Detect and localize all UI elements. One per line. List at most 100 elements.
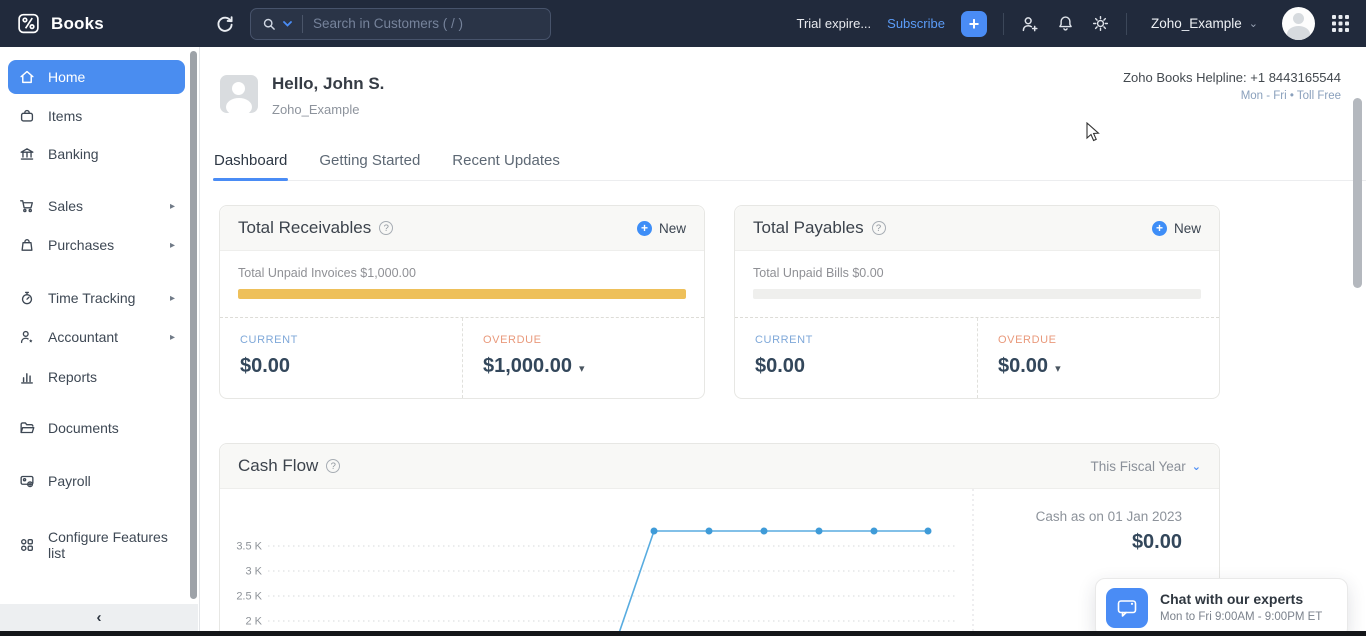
sidebar-scrollbar[interactable]	[190, 51, 197, 599]
sidebar: Home Items Banking Sales ▸ Purchases ▸	[0, 47, 200, 636]
sidebar-collapse-button[interactable]: ‹	[0, 604, 198, 631]
chevron-right-icon: ▸	[169, 239, 175, 251]
payables-overdue-value[interactable]: $0.00 ▾	[998, 355, 1061, 377]
global-search[interactable]	[249, 7, 551, 40]
search-scope-chevron-icon[interactable]	[283, 20, 292, 27]
configure-icon	[18, 536, 36, 554]
sidebar-item-reports[interactable]: Reports	[8, 360, 185, 394]
sidebar-item-configure-features[interactable]: Configure Features list	[8, 528, 185, 562]
sidebar-item-label: Time Tracking	[48, 290, 136, 306]
topbar: Books Trial expire... Subscribe +	[0, 0, 1366, 47]
sidebar-item-items[interactable]: Items	[8, 99, 185, 133]
caret-down-icon[interactable]: ▾	[578, 363, 585, 375]
help-icon[interactable]: ?	[871, 221, 886, 235]
sidebar-item-sales[interactable]: Sales ▸	[8, 189, 185, 223]
org-selector[interactable]: Zoho_Example ⌄	[1151, 16, 1258, 31]
payables-new-button[interactable]: + New	[1151, 220, 1201, 236]
cash-flow-line-chart: 3.5 K 3 K 2.5 K 2 K	[236, 489, 974, 636]
receivables-title: Total Receivables	[238, 218, 372, 237]
sidebar-item-purchases[interactable]: Purchases ▸	[8, 228, 185, 262]
chat-hours: Mon to Fri 9:00AM - 9:00PM ET	[1160, 611, 1323, 623]
quick-create-button[interactable]: +	[960, 10, 987, 37]
search-input[interactable]	[312, 16, 540, 31]
plus-circle-icon: +	[1151, 220, 1167, 236]
cash-as-on-label: Cash as on 01 Jan 2023	[1035, 509, 1182, 524]
sidebar-item-home[interactable]: Home	[8, 60, 185, 94]
refer-user-icon[interactable]	[1020, 14, 1040, 34]
sidebar-item-time-tracking[interactable]: Time Tracking ▸	[8, 281, 185, 315]
dashboard-tabs: Dashboard Getting Started Recent Updates	[213, 142, 1366, 181]
tab-recent-updates[interactable]: Recent Updates	[452, 152, 560, 169]
sidebar-item-label: Payroll	[48, 473, 91, 489]
sidebar-item-banking[interactable]: Banking	[8, 137, 185, 171]
help-icon[interactable]: ?	[326, 459, 341, 473]
items-icon	[18, 107, 36, 125]
tab-dashboard[interactable]: Dashboard	[213, 142, 289, 181]
plus-icon: +	[968, 13, 980, 34]
topbar-divider	[1125, 12, 1127, 35]
purchases-icon	[18, 236, 36, 254]
receivables-overdue-label: OVERDUE	[483, 334, 542, 346]
sidebar-item-documents[interactable]: Documents	[8, 411, 185, 445]
main-content: Hello, John S. Zoho_Example Zoho Books H…	[200, 47, 1366, 636]
payables-title: Total Payables	[753, 218, 864, 237]
sidebar-item-label: Sales	[48, 198, 84, 214]
receivables-overdue-value[interactable]: $1,000.00 ▾	[483, 355, 585, 377]
fiscal-year-dropdown[interactable]: This Fiscal Year ⌄	[1090, 459, 1201, 474]
banking-icon	[18, 145, 36, 163]
settings-gear-icon[interactable]	[1091, 14, 1110, 33]
sidebar-item-label: Home	[48, 69, 86, 85]
total-receivables-card: Total Receivables ? + New Total Unpaid I…	[219, 205, 705, 399]
main-scrollbar[interactable]	[1353, 98, 1362, 288]
sidebar-item-label: Documents	[48, 420, 119, 436]
svg-text:3.5 K: 3.5 K	[236, 541, 262, 553]
receivables-summary: Total Unpaid Invoices $1,000.00	[238, 266, 416, 280]
receivables-current-label: CURRENT	[240, 334, 298, 346]
accountant-icon	[18, 328, 36, 346]
notifications-bell-icon[interactable]	[1056, 14, 1075, 33]
sidebar-item-accountant[interactable]: Accountant ▸	[8, 320, 185, 354]
sidebar-item-payroll[interactable]: Payroll	[8, 464, 185, 498]
greeting-org: Zoho_Example	[272, 102, 360, 117]
help-icon[interactable]: ?	[379, 221, 394, 235]
chat-title: Chat with our experts	[1160, 591, 1304, 607]
chat-widget[interactable]: Chat with our experts Mon to Fri 9:00AM …	[1095, 578, 1348, 636]
sidebar-item-label: Purchases	[48, 237, 115, 253]
svg-text:2.5 K: 2.5 K	[236, 591, 262, 603]
payroll-icon	[18, 472, 36, 490]
cashflow-title: Cash Flow	[238, 456, 319, 475]
chat-bubble-icon	[1106, 588, 1148, 628]
svg-text:3 K: 3 K	[245, 566, 262, 578]
search-divider	[301, 14, 303, 33]
sidebar-item-label: Banking	[48, 146, 99, 162]
receivables-new-button[interactable]: + New	[636, 220, 686, 236]
greeting-text: Hello, John S.	[272, 74, 385, 93]
chevron-down-icon: ⌄	[1191, 460, 1201, 473]
sidebar-item-label: Configure Features list	[48, 529, 168, 561]
search-icon	[261, 16, 277, 32]
sidebar-item-label: Items	[48, 108, 83, 124]
new-button-label: New	[658, 220, 686, 236]
apps-grid-icon[interactable]	[1331, 14, 1350, 33]
tab-getting-started[interactable]: Getting Started	[319, 152, 421, 169]
payables-summary: Total Unpaid Bills $0.00	[753, 266, 884, 280]
svg-text:2 K: 2 K	[245, 616, 262, 628]
helpline-hours: Mon - Fri • Toll Free	[1240, 90, 1341, 102]
user-avatar[interactable]	[1282, 7, 1315, 40]
chevron-right-icon: ▸	[169, 200, 175, 212]
payables-overdue-label: OVERDUE	[998, 334, 1057, 346]
chevron-right-icon: ▸	[169, 292, 175, 304]
total-payables-card: Total Payables ? + New Total Unpaid Bill…	[734, 205, 1220, 399]
payables-current-label: CURRENT	[755, 334, 813, 346]
brand-logo[interactable]: Books	[16, 11, 104, 36]
helpline-text: Zoho Books Helpline: +1 8443165544	[1123, 70, 1341, 85]
caret-down-icon[interactable]: ▾	[1055, 363, 1061, 375]
bottom-edge-bar	[0, 631, 1366, 636]
receivables-current-value: $0.00	[240, 355, 291, 377]
subscribe-link[interactable]: Subscribe	[887, 16, 945, 31]
greeting-avatar	[220, 75, 258, 113]
plus-circle-icon: +	[636, 220, 652, 236]
refresh-icon[interactable]	[214, 13, 236, 35]
home-icon	[18, 68, 36, 86]
